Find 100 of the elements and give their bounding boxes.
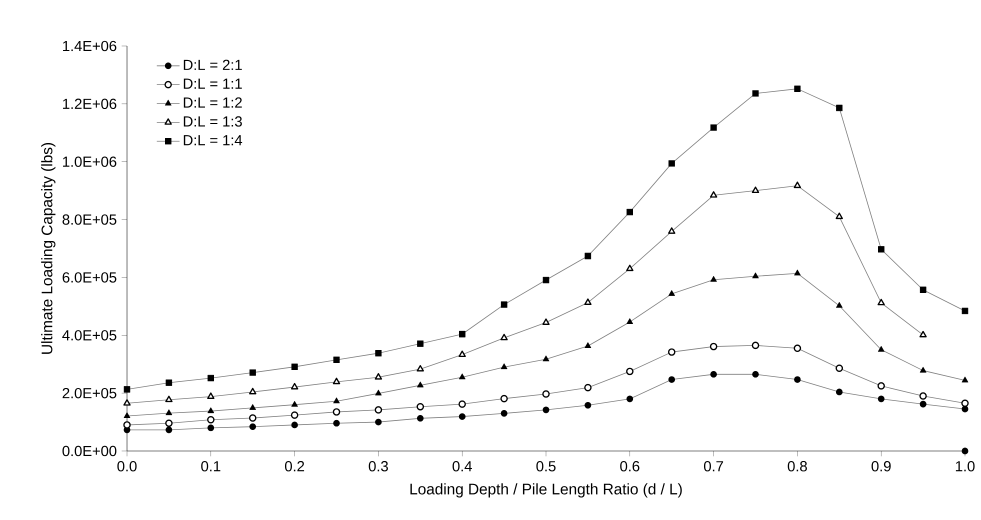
y-tick-label: 2.0E+05	[62, 388, 116, 398]
point	[208, 407, 214, 414]
point	[542, 406, 550, 414]
point	[668, 227, 676, 234]
point	[459, 330, 466, 338]
point	[626, 368, 634, 376]
point	[165, 396, 173, 402]
point	[836, 104, 843, 112]
point	[919, 392, 927, 400]
point	[542, 390, 550, 398]
point	[878, 246, 884, 253]
x-tick-label: 0.4	[452, 461, 472, 472]
point	[836, 364, 844, 372]
x-tick-label: 0.5	[536, 461, 556, 472]
point	[920, 366, 926, 373]
point	[752, 272, 759, 278]
point	[375, 350, 382, 356]
point	[626, 208, 634, 216]
point	[542, 318, 550, 325]
point	[207, 424, 214, 432]
legend-label: D:L = 1:4	[184, 135, 242, 146]
point	[584, 342, 592, 348]
x-tick-label: 0.2	[284, 461, 304, 472]
point	[291, 422, 298, 428]
point	[877, 382, 885, 390]
x-tick-label: 0.0	[117, 461, 137, 472]
point	[710, 342, 718, 350]
point	[626, 318, 634, 324]
y-axis-title: Ultimate Loading Capacity (lbs)	[41, 142, 56, 354]
point	[794, 376, 801, 383]
x-tick-label: 0.7	[704, 461, 724, 472]
point	[123, 421, 131, 429]
point	[207, 416, 215, 424]
point	[374, 373, 382, 380]
point	[626, 264, 634, 272]
point	[962, 406, 968, 412]
point	[458, 400, 466, 408]
point	[542, 276, 550, 284]
point	[626, 396, 634, 402]
y-tick-label: 1.0E+06	[63, 156, 116, 167]
point	[962, 308, 968, 314]
x-tick-label: 0.3	[368, 461, 388, 472]
point	[290, 382, 298, 390]
point	[584, 298, 592, 305]
point	[668, 376, 676, 383]
point	[500, 363, 508, 370]
x-tick-label: 0.6	[620, 461, 640, 472]
point	[250, 369, 256, 376]
point	[291, 364, 298, 370]
point	[500, 334, 508, 340]
point	[752, 90, 759, 97]
point	[208, 374, 214, 382]
point	[290, 411, 298, 419]
point	[417, 382, 424, 388]
point	[920, 400, 926, 408]
point	[333, 420, 340, 427]
point	[794, 270, 801, 276]
point	[584, 252, 592, 260]
x-tick-label: 0.9	[872, 461, 891, 472]
point	[752, 342, 760, 350]
point	[417, 340, 424, 347]
point	[248, 414, 256, 422]
point	[920, 286, 926, 294]
point	[668, 348, 676, 356]
point	[458, 413, 466, 420]
legend-label: D:L = 1:3	[184, 116, 242, 127]
y-tick-label: 1.2E+06	[63, 98, 116, 110]
point	[416, 364, 424, 372]
point	[207, 392, 214, 400]
point	[375, 418, 382, 426]
point	[836, 388, 843, 396]
point	[249, 388, 256, 394]
point	[333, 356, 340, 364]
point	[500, 301, 508, 308]
point	[878, 298, 885, 306]
point	[165, 419, 173, 427]
y-tick-label: 4.0E+05	[62, 330, 116, 340]
point	[166, 426, 172, 434]
point	[919, 330, 927, 338]
point	[794, 344, 802, 352]
point	[249, 423, 256, 430]
x-axis-title: Loading Depth / Pile Length Ratio (d / L)	[410, 483, 682, 498]
point	[584, 384, 592, 392]
point	[166, 409, 172, 416]
point	[710, 276, 717, 282]
point	[961, 400, 969, 407]
legend-label: D:L = 1:2	[184, 97, 242, 108]
point	[794, 182, 802, 188]
point	[710, 124, 717, 131]
point	[416, 414, 424, 422]
point	[836, 212, 843, 220]
point	[962, 376, 968, 382]
point	[710, 370, 717, 378]
y-tick-label: 0.0E+00	[62, 446, 116, 456]
point	[332, 408, 340, 416]
legend-label: D:L = 2:1	[184, 60, 242, 70]
point	[794, 86, 801, 92]
point	[416, 402, 424, 410]
y-tick-label: 1.4E+06	[63, 40, 116, 52]
point	[458, 350, 466, 358]
